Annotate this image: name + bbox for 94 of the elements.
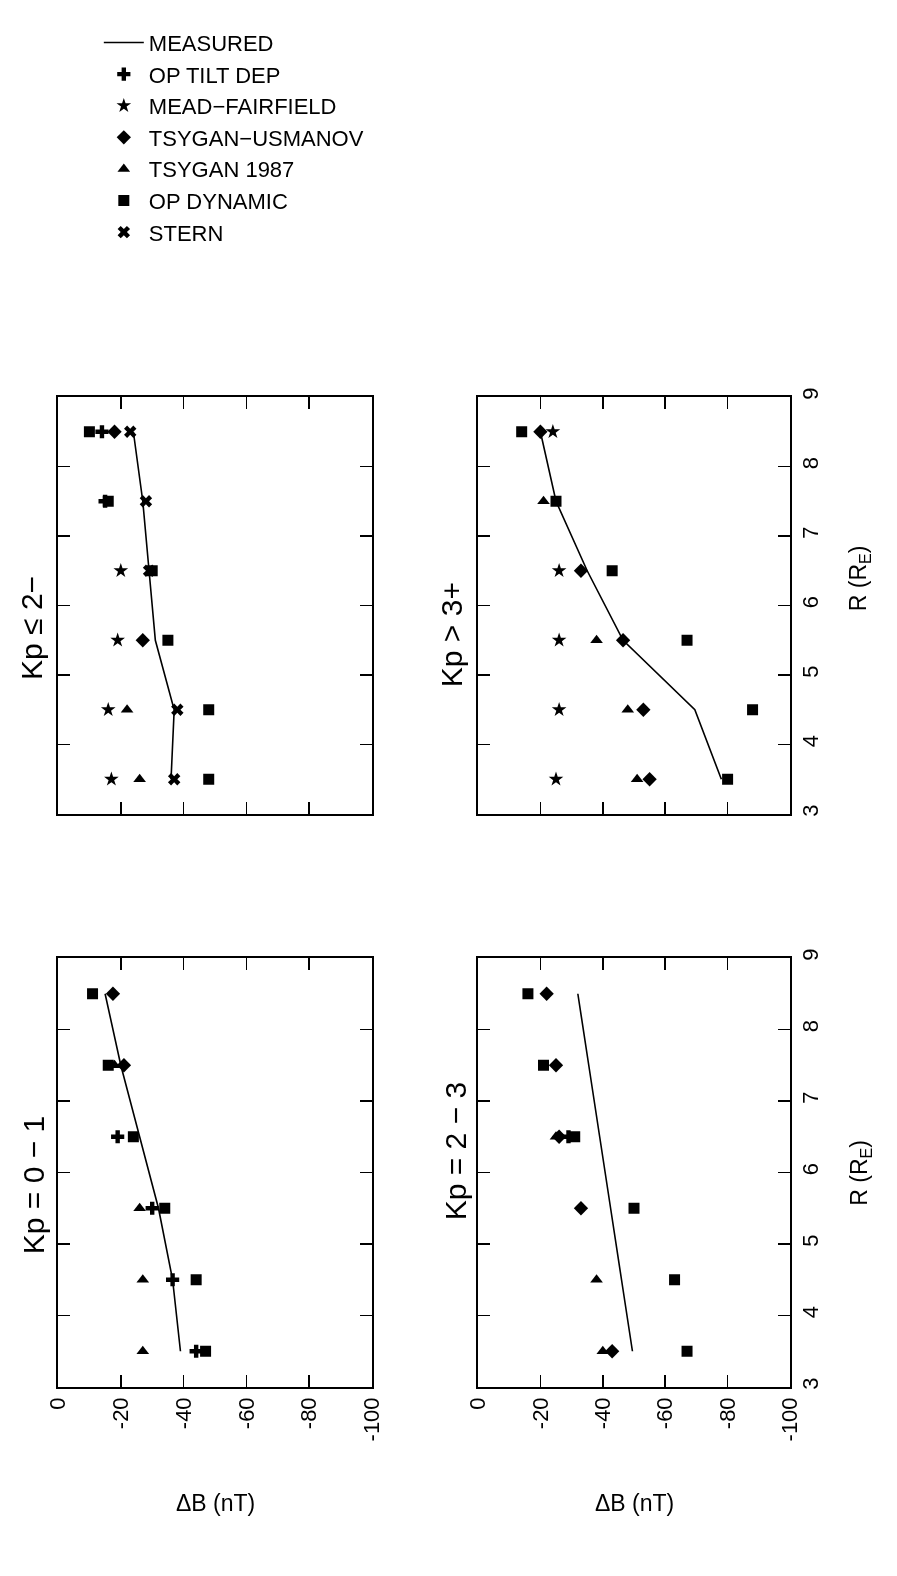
legend-label: TSYGAN−USMANOV — [148, 125, 364, 151]
point — [573, 1201, 589, 1216]
point — [200, 1345, 212, 1357]
point — [545, 424, 561, 438]
point — [548, 1058, 564, 1073]
point — [107, 424, 122, 439]
point — [145, 1201, 159, 1215]
point — [124, 425, 137, 438]
point — [100, 702, 116, 716]
y-tick-label: 4 — [798, 1306, 823, 1319]
y-tick-label: 6 — [798, 1163, 823, 1176]
x-axis-title: ΔB (nT) — [176, 1490, 256, 1516]
point — [550, 495, 562, 507]
point — [636, 702, 651, 717]
point — [551, 702, 567, 716]
x-tick-label: -40 — [170, 1397, 196, 1430]
point — [606, 565, 618, 577]
point — [615, 633, 631, 648]
x-tick-label: -20 — [107, 1397, 133, 1430]
x-tick-label: 0 — [45, 1397, 71, 1410]
text: Kp = 0 − 1 — [16, 1115, 50, 1255]
x-tick-label: -100 — [777, 1397, 803, 1442]
point — [104, 771, 119, 786]
point — [139, 495, 153, 508]
point — [605, 1344, 620, 1359]
point — [190, 1274, 202, 1286]
point — [533, 424, 548, 439]
y-tick-label: 7 — [798, 526, 823, 539]
point — [110, 632, 125, 647]
point — [102, 1059, 114, 1071]
x-tick-label: 0 — [465, 1397, 491, 1410]
point — [551, 632, 567, 647]
point — [102, 495, 114, 507]
y-tick-label: 5 — [798, 665, 823, 678]
x-tick-label: -60 — [233, 1397, 259, 1430]
legend-label: OP TILT DEP — [148, 62, 281, 88]
point — [548, 771, 564, 786]
point — [538, 1059, 550, 1071]
y-tick-label: 5 — [798, 1234, 823, 1247]
point — [203, 773, 215, 785]
y-tick-label: 9 — [798, 387, 823, 400]
point — [669, 1274, 681, 1286]
point — [681, 634, 693, 646]
y-tick-label: 6 — [798, 596, 823, 609]
legend-label: STERN — [148, 220, 224, 246]
point — [159, 1202, 171, 1214]
point — [522, 988, 534, 1000]
line-series — [577, 992, 634, 1353]
legend-label: MEASURED — [148, 31, 274, 57]
point — [167, 773, 181, 786]
text: Kp = 2 − 3 — [439, 1081, 473, 1221]
x-tick-label: -100 — [359, 1397, 385, 1442]
point — [539, 986, 554, 1001]
point — [747, 704, 759, 716]
point — [116, 1058, 132, 1073]
text: Kp > 3+ — [434, 582, 468, 688]
x-tick-label: -60 — [652, 1397, 678, 1430]
x-tick-label: -40 — [589, 1397, 615, 1430]
point — [95, 425, 109, 439]
point — [516, 426, 528, 438]
point — [87, 988, 99, 1000]
legend-label: MEAD−FAIRFIELD — [148, 94, 337, 120]
y-tick-label: 3 — [798, 1377, 823, 1390]
x-tick-label: -80 — [296, 1397, 322, 1430]
point — [142, 564, 156, 577]
x-tick-label: -80 — [714, 1397, 740, 1430]
point — [83, 426, 95, 438]
y-tick-label: 7 — [798, 1091, 823, 1104]
point — [166, 1273, 180, 1287]
point — [135, 633, 150, 648]
point — [628, 1202, 640, 1214]
point — [681, 1345, 693, 1357]
legend-label: TSYGAN 1987 — [148, 157, 295, 183]
x-tick-label: -20 — [527, 1397, 553, 1430]
text: Kp ≤ 2− — [14, 575, 48, 680]
point — [113, 563, 129, 577]
point — [111, 1130, 125, 1144]
legend-label: OP DYNAMIC — [148, 189, 288, 215]
y-tick-label: 3 — [798, 804, 823, 817]
point — [642, 772, 657, 787]
point — [551, 563, 567, 577]
point — [573, 563, 589, 578]
point — [162, 634, 174, 646]
point — [171, 703, 184, 716]
y-tick-label: 4 — [798, 735, 823, 748]
point — [569, 1131, 581, 1143]
point — [203, 704, 215, 716]
point — [722, 773, 734, 785]
y-tick-label: 8 — [798, 1020, 823, 1033]
point — [127, 1131, 139, 1143]
x-axis-title: ΔB (nT) — [595, 1490, 675, 1516]
y-tick-label: 8 — [798, 457, 823, 470]
y-tick-label: 9 — [798, 948, 823, 961]
point — [105, 986, 121, 1001]
